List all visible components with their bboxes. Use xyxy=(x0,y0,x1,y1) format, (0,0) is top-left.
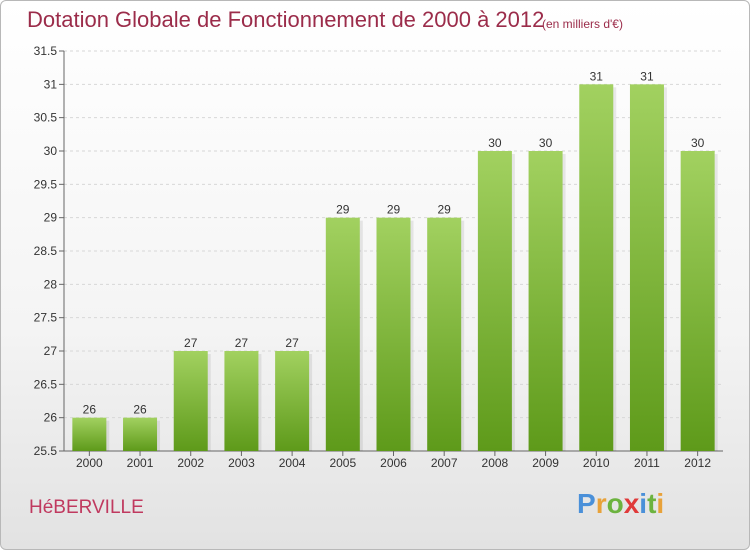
bar-value-label: 31 xyxy=(590,69,604,83)
y-tick-label: 28 xyxy=(44,277,58,291)
bar xyxy=(123,417,158,451)
x-tick-label: 2004 xyxy=(279,456,306,470)
chart-subtitle: (en milliers d'€) xyxy=(542,17,623,31)
bar xyxy=(680,151,715,451)
logo-letter: P xyxy=(577,488,596,519)
y-tick-label: 27 xyxy=(44,344,58,358)
y-tick-label: 28.5 xyxy=(34,244,58,258)
bar-value-label: 27 xyxy=(235,336,249,350)
bar-value-label: 29 xyxy=(438,203,452,217)
y-tick-label: 30 xyxy=(44,144,58,158)
bar-value-label: 27 xyxy=(285,336,299,350)
y-tick-label: 26 xyxy=(44,411,58,425)
bar-value-label: 30 xyxy=(488,136,502,150)
x-tick-label: 2005 xyxy=(329,456,356,470)
x-tick-label: 2008 xyxy=(482,456,509,470)
x-tick-label: 2006 xyxy=(380,456,407,470)
proxiti-logo: Proxiti xyxy=(577,488,664,520)
logo-letter: t xyxy=(647,488,657,519)
x-tick-label: 2000 xyxy=(76,456,103,470)
y-tick-label: 30.5 xyxy=(34,111,58,125)
bar xyxy=(325,217,360,451)
y-tick-label: 29 xyxy=(44,211,58,225)
bar xyxy=(376,217,411,451)
logo-letter: x xyxy=(623,488,640,519)
bar-value-label: 26 xyxy=(83,403,97,417)
bar xyxy=(629,84,664,451)
bar-value-label: 26 xyxy=(133,403,147,417)
x-tick-label: 2003 xyxy=(228,456,255,470)
y-tick-label: 27.5 xyxy=(34,311,58,325)
bar xyxy=(528,151,563,451)
bar xyxy=(224,351,259,451)
y-tick-label: 31 xyxy=(44,77,58,91)
bar xyxy=(173,351,208,451)
y-tick-label: 25.5 xyxy=(34,444,58,458)
x-tick-label: 2010 xyxy=(583,456,610,470)
bar xyxy=(579,84,614,451)
logo-letter: o xyxy=(606,488,624,519)
y-tick-label: 29.5 xyxy=(34,177,58,191)
bar xyxy=(427,217,462,451)
x-tick-label: 2012 xyxy=(684,456,711,470)
bar-value-label: 30 xyxy=(691,136,705,150)
x-tick-label: 2009 xyxy=(532,456,559,470)
x-tick-label: 2011 xyxy=(634,456,660,470)
bar-value-label: 31 xyxy=(640,69,654,83)
y-tick-label: 31.5 xyxy=(34,44,58,58)
x-tick-label: 2007 xyxy=(431,456,458,470)
bar-value-label: 27 xyxy=(184,336,198,350)
x-tick-label: 2002 xyxy=(177,456,204,470)
logo-letter: i xyxy=(656,488,665,519)
logo-letter: r xyxy=(595,488,607,519)
y-tick-label: 26.5 xyxy=(34,377,58,391)
bar-value-label: 29 xyxy=(387,203,401,217)
bar-value-label: 29 xyxy=(336,203,350,217)
chart-title: Dotation Globale de Fonctionnement de 20… xyxy=(27,7,545,32)
bar xyxy=(275,351,310,451)
bar xyxy=(72,417,107,451)
commune-name: HéBERVILLE xyxy=(29,497,144,518)
bar-value-label: 30 xyxy=(539,136,553,150)
logo-letter: i xyxy=(639,488,648,519)
bar xyxy=(477,151,512,451)
x-tick-label: 2001 xyxy=(127,456,154,470)
